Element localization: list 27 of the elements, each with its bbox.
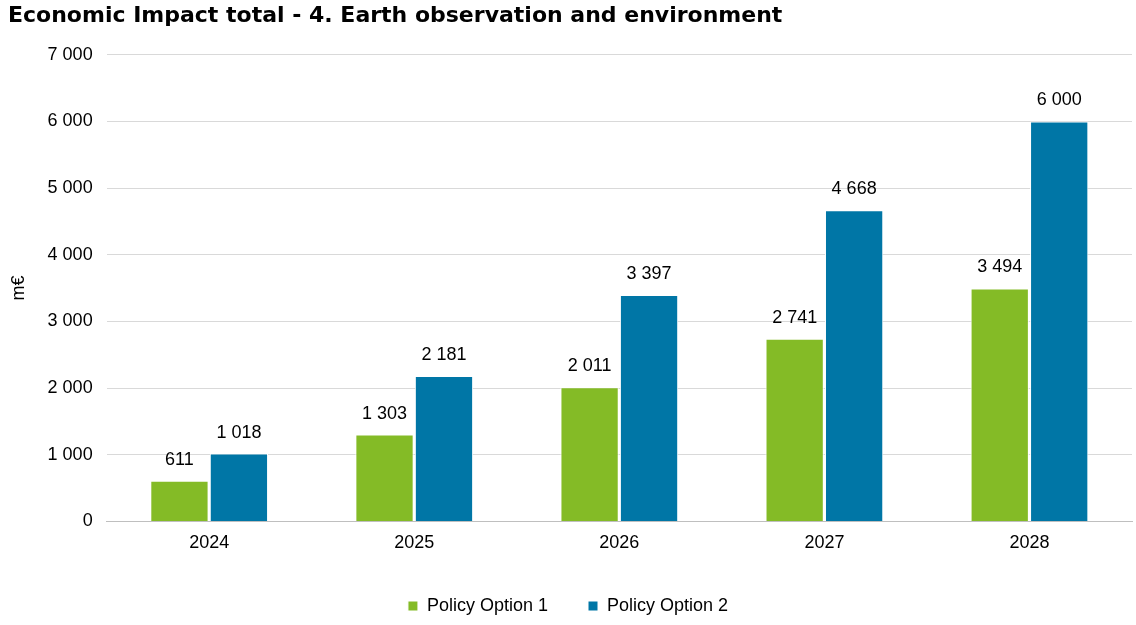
x-tick-label: 2024 [189, 532, 230, 553]
y-tick-label: 3 000 [47, 310, 93, 331]
x-tick-label: 2026 [599, 532, 640, 553]
x-tick-label: 2027 [804, 532, 845, 553]
data-label: 611 [165, 448, 194, 469]
y-tick-label: 6 000 [47, 110, 93, 131]
y-tick-label: 7 000 [47, 43, 93, 64]
data-label: 2 741 [772, 306, 818, 327]
data-label: 1 018 [216, 421, 262, 442]
chart-title: Economic Impact total - 4. Earth observation and environment [8, 2, 783, 27]
data-label: 2 011 [567, 355, 612, 376]
data-label: 4 668 [831, 178, 877, 199]
legend-label: Policy Option 2 [607, 594, 729, 615]
data-label: 3 494 [977, 256, 1023, 277]
data-label: 6 000 [1036, 89, 1082, 110]
y-tick-label: 5 000 [47, 177, 93, 198]
y-tick-label: 4 000 [47, 243, 93, 264]
legend-label: Policy Option 1 [426, 594, 548, 615]
x-tick-label: 2025 [394, 532, 435, 553]
data-label: 3 397 [626, 262, 672, 283]
x-tick-label: 2028 [1009, 532, 1050, 553]
y-tick-label: 1 000 [47, 443, 93, 464]
y-tick-label: 2 000 [47, 377, 93, 398]
y-axis-title: m€ [7, 275, 28, 301]
data-label: 1 303 [361, 402, 408, 423]
data-label: 2 181 [421, 343, 467, 364]
y-tick-label: 0 [82, 510, 93, 531]
